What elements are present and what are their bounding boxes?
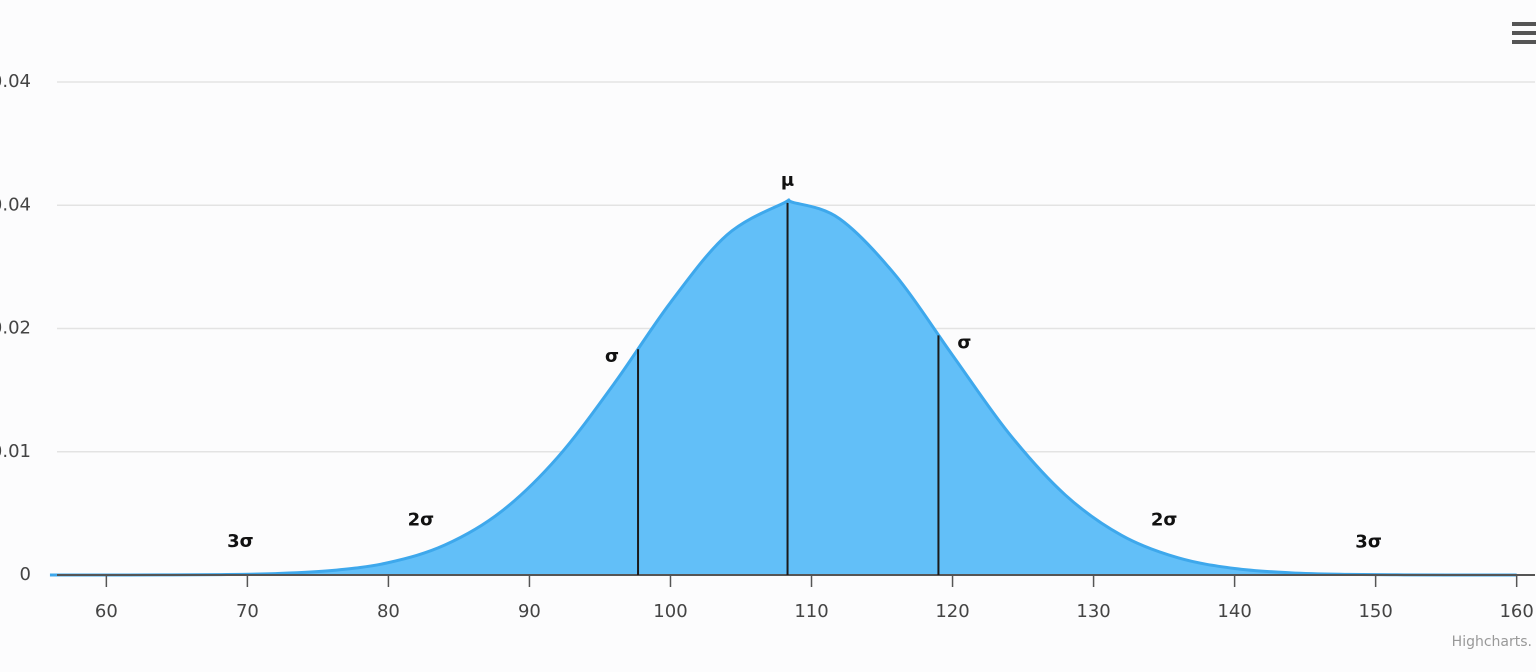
credits[interactable]: Highcharts.	[1452, 634, 1532, 650]
x-tick-label: 70	[236, 601, 259, 622]
x-tick-label: 80	[377, 601, 400, 622]
x-tick-label: 150	[1358, 601, 1392, 622]
area-fill	[49, 199, 1517, 575]
y-tick-label: 0.04	[0, 71, 31, 92]
plot-line-label: μ	[781, 170, 794, 191]
x-tick-label: 100	[653, 601, 687, 622]
x-tick-label: 60	[95, 601, 118, 622]
y-tick-label: 0.01	[0, 441, 31, 462]
x-tick-label: 130	[1076, 601, 1110, 622]
menu-bar	[1512, 31, 1536, 35]
x-tick-label: 140	[1217, 601, 1251, 622]
x-tick-label: 110	[794, 601, 828, 622]
y-tick-label: 0.04	[0, 194, 31, 215]
y-tick-label: 0.02	[0, 318, 31, 339]
annotation: 3σ	[1355, 532, 1382, 553]
area-line	[49, 198, 1517, 577]
annotation: 3σ	[227, 531, 254, 552]
x-tick-label: 160	[1499, 601, 1533, 622]
menu-bar	[1512, 22, 1536, 26]
plot-line-label: σ	[957, 332, 971, 353]
plot-line-label: σ	[605, 346, 619, 367]
menu-bar	[1512, 40, 1536, 44]
x-tick-label: 90	[518, 601, 541, 622]
y-tick-label: 0	[20, 564, 31, 585]
menu-button[interactable]	[1512, 22, 1536, 44]
annotation: 2σ	[1151, 509, 1178, 530]
x-tick-label: 120	[935, 601, 969, 622]
annotation: 2σ	[408, 510, 435, 531]
